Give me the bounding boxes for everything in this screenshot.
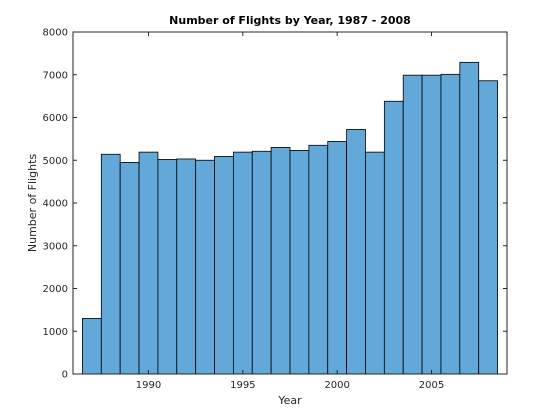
x-axis: 1990 1995 2000 2005 — [136, 32, 444, 391]
bar-1996 — [251, 150, 272, 375]
bar-2000 — [327, 141, 348, 375]
chart-title: Number of Flights by Year, 1987 - 2008 — [169, 14, 411, 27]
bar-2002 — [365, 151, 385, 375]
y-tick-label: 7000 — [43, 70, 68, 81]
bar-2008 — [478, 80, 498, 375]
x-tick-label: 1995 — [230, 380, 255, 391]
y-tick-label: 0 — [62, 370, 68, 381]
bar-1989 — [119, 161, 140, 375]
y-tick-label: 4000 — [43, 199, 68, 210]
y-tick-label: 5000 — [43, 156, 68, 167]
bar-1988 — [100, 153, 121, 375]
y-tick-label: 2000 — [43, 284, 68, 295]
bar-2007 — [459, 61, 480, 375]
x-axis-label: Year — [277, 394, 302, 407]
x-tick-label: 2005 — [419, 380, 444, 391]
x-tick-label: 1990 — [136, 380, 161, 391]
bar-1997 — [270, 147, 291, 375]
bar-2003 — [383, 100, 404, 375]
x-tick-label: 2000 — [324, 380, 349, 391]
bar-1991 — [157, 158, 178, 375]
bar-2004 — [402, 74, 423, 375]
bar-1990 — [138, 151, 159, 375]
bar-1999 — [308, 144, 329, 375]
bar-1994 — [214, 156, 234, 375]
bar-1993 — [195, 159, 215, 375]
bars-group — [82, 61, 498, 375]
bar-1987 — [82, 318, 102, 375]
bar-2005 — [421, 74, 442, 375]
bar-1995 — [232, 151, 253, 375]
bar-1992 — [176, 158, 197, 375]
y-axis-label: Number of Flights — [26, 154, 39, 252]
y-tick-label: 8000 — [43, 28, 68, 39]
y-tick-label: 1000 — [43, 327, 68, 338]
bar-2001 — [346, 129, 366, 375]
bar-2006 — [440, 73, 461, 375]
y-tick-label: 3000 — [43, 241, 68, 252]
bar-1998 — [289, 150, 310, 375]
y-axis: 0 1000 2000 3000 4000 5000 6000 7000 8000 — [43, 28, 507, 381]
y-tick-label: 6000 — [43, 113, 68, 124]
